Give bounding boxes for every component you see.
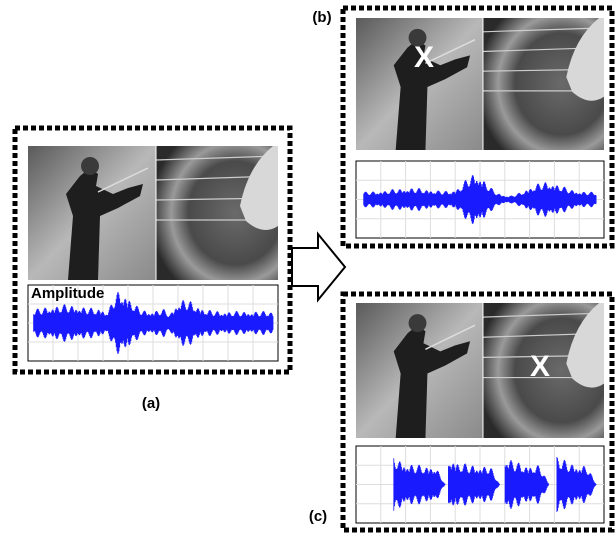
panel-label: (a) [142,395,160,412]
panel-label: (b) [312,9,331,26]
arrow [292,234,345,300]
axis-label: Amplitude [31,285,104,302]
waveform [356,446,604,523]
mute-marker: X [530,350,550,383]
panel-label: (c) [309,508,327,525]
video-frame [28,146,278,280]
video-frame [356,303,604,438]
figure: Amplitude (a) X (b) X (c) [0,0,616,533]
video-frame [356,18,604,150]
mute-marker: X [414,41,434,74]
waveform [356,161,604,238]
